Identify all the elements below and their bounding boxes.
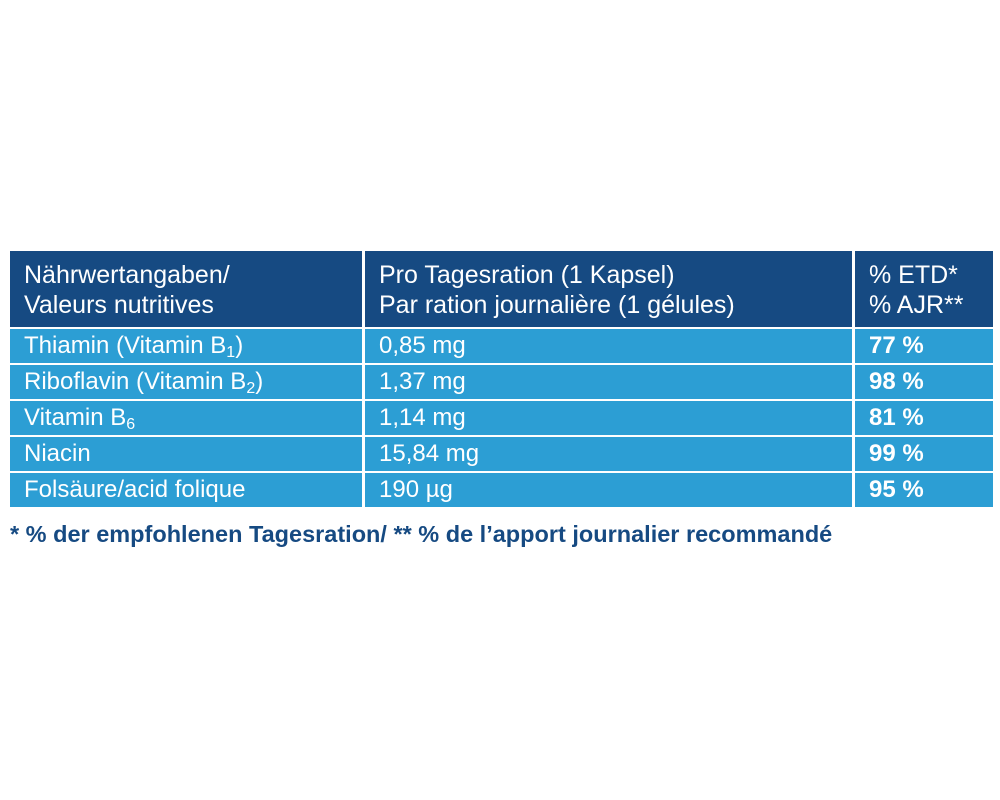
- nutrient-subscript: 1: [226, 344, 236, 361]
- nutrient-name: Folsäure/acid folique: [24, 476, 246, 503]
- nutrient-suffix: ): [235, 332, 244, 359]
- nutrient-amount: 1,37 mg: [362, 363, 852, 399]
- header-amount-line-1: Pro Tagesration (1 Kapsel): [379, 261, 675, 289]
- nutrient-suffix: ): [255, 368, 264, 395]
- header-nutrient-line-1: Nährwertangaben/: [24, 261, 230, 289]
- nutrient-name-cell: Riboflavin (Vitamin B2): [10, 363, 362, 399]
- nutrient-amount: 0,85 mg: [362, 327, 852, 363]
- table-header-row: Nährwertangaben/ Valeurs nutritives Pro …: [10, 251, 993, 327]
- nutrient-amount: 15,84 mg: [362, 435, 852, 471]
- nutrient-percent: 81 %: [852, 399, 993, 435]
- nutrient-percent: 99 %: [852, 435, 993, 471]
- header-percent-line-2: % AJR**: [869, 291, 964, 319]
- nutrient-percent: 98 %: [852, 363, 993, 399]
- header-nutrient: Nährwertangaben/ Valeurs nutritives: [10, 251, 362, 327]
- footnote: * % der empfohlenen Tagesration/ ** % de…: [10, 521, 833, 547]
- header-nutrient-line-2: Valeurs nutritives: [24, 291, 214, 319]
- nutrient-amount: 1,14 mg: [362, 399, 852, 435]
- header-percent: % ETD* % AJR**: [852, 251, 993, 327]
- header-percent-line-1: % ETD*: [869, 261, 958, 289]
- nutrient-percent: 95 %: [852, 471, 993, 507]
- nutrient-name-cell: Vitamin B6: [10, 399, 362, 435]
- table-row: Folsäure/acid folique 190 µg 95 %: [10, 471, 993, 507]
- nutrient-name-cell: Niacin: [10, 435, 362, 471]
- nutrient-name-cell: Thiamin (Vitamin B1): [10, 327, 362, 363]
- nutrient-name: Riboflavin (Vitamin B: [24, 368, 247, 395]
- nutrient-percent: 77 %: [852, 327, 993, 363]
- nutrient-subscript: 2: [246, 380, 256, 397]
- table-row: Niacin 15,84 mg 99 %: [10, 435, 993, 471]
- table-row: Thiamin (Vitamin B1) 0,85 mg 77 %: [10, 327, 993, 363]
- nutrient-name: Thiamin (Vitamin B: [24, 332, 227, 359]
- table-row: Vitamin B6 1,14 mg 81 %: [10, 399, 993, 435]
- nutrient-name: Niacin: [24, 440, 91, 467]
- header-amount: Pro Tagesration (1 Kapsel) Par ration jo…: [362, 251, 852, 327]
- nutrient-subscript: 6: [126, 416, 136, 433]
- header-amount-line-2: Par ration journalière (1 gélules): [379, 291, 735, 319]
- nutrient-name: Vitamin B: [24, 404, 127, 431]
- nutrition-table: Nährwertangaben/ Valeurs nutritives Pro …: [10, 251, 993, 507]
- nutrient-amount: 190 µg: [362, 471, 852, 507]
- nutrient-name-cell: Folsäure/acid folique: [10, 471, 362, 507]
- table-row: Riboflavin (Vitamin B2) 1,37 mg 98 %: [10, 363, 993, 399]
